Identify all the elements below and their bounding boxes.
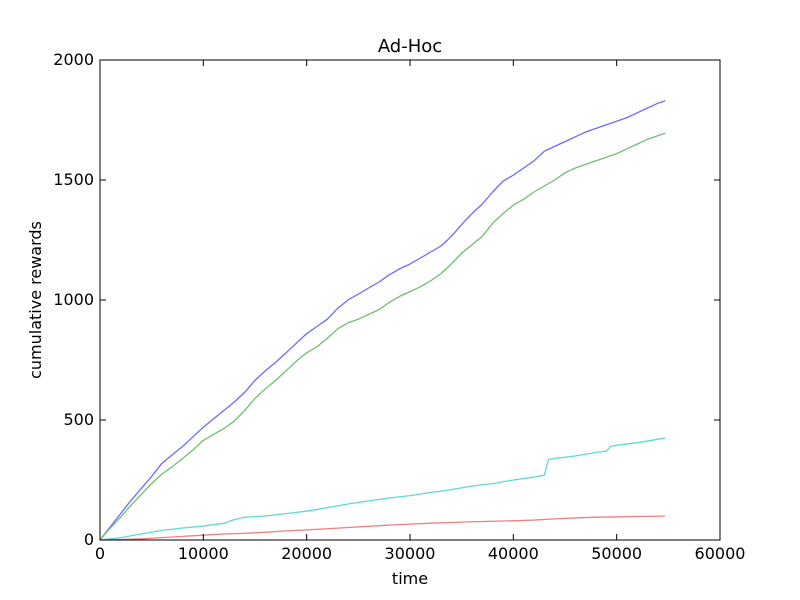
y-tick-label: 2000 (53, 50, 94, 69)
y-axis-label: cumulative rewards (26, 221, 45, 379)
y-tick-label: 1000 (53, 290, 94, 309)
chart-title: Ad-Hoc (378, 36, 442, 57)
y-tick-label: 500 (63, 410, 94, 429)
x-tick-label: 30000 (385, 544, 436, 563)
y-tick-label: 0 (84, 530, 94, 549)
plot-lines (99, 100, 666, 541)
series-line-4 (99, 515, 666, 541)
x-axis-label: time (392, 569, 428, 588)
series-line-2 (99, 132, 666, 541)
x-tick-label: 20000 (281, 544, 332, 563)
x-tick-label: 40000 (488, 544, 539, 563)
axis-ticks: 0 10000 20000 30000 40000 50000 60000 0 500 1000 1… (53, 50, 745, 563)
x-tick-label: 10000 (178, 544, 229, 563)
x-tick-label: 50000 (591, 544, 642, 563)
series-line-1 (99, 100, 666, 541)
x-tick-label: 0 (95, 544, 105, 563)
series-line-3 (99, 437, 666, 541)
x-tick-label: 60000 (695, 544, 746, 563)
y-tick-label: 1500 (53, 170, 94, 189)
